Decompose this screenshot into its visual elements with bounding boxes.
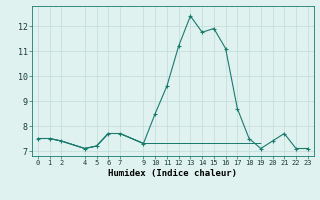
X-axis label: Humidex (Indice chaleur): Humidex (Indice chaleur) bbox=[108, 169, 237, 178]
